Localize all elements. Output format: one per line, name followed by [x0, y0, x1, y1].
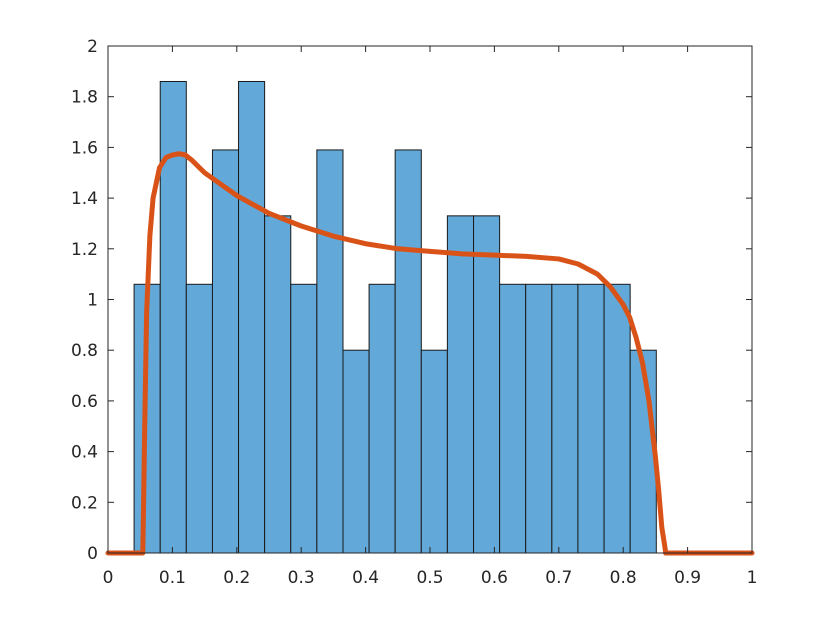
y-axis-tick-labels: 0 0.2 0.4 0.6 0.8 1 1.2 1.4 1.6 1.8 2	[71, 37, 98, 564]
x-tick-label: 0.9	[674, 568, 701, 588]
y-tick-label: 0.8	[71, 341, 98, 361]
x-tick-label: 0.6	[481, 568, 508, 588]
x-tick-label: 0	[103, 568, 114, 588]
histogram-bar	[238, 80, 266, 554]
x-tick-label: 0.7	[545, 568, 572, 588]
x-tick-label: 0.2	[223, 568, 250, 588]
histogram-bar	[577, 283, 605, 554]
histogram-bar	[342, 349, 370, 554]
x-axis-tick-labels: 0 0.1 0.2 0.3 0.4 0.5 0.6 0.7 0.8 0.9 1	[103, 568, 758, 588]
histogram-bar	[316, 149, 344, 554]
histogram-bar	[211, 149, 240, 554]
histogram-bar	[446, 215, 475, 554]
x-tick-label: 0.3	[288, 568, 315, 588]
x-tick-label: 0.4	[352, 568, 379, 588]
y-tick-label: 1	[87, 291, 98, 311]
y-tick-label: 0	[87, 544, 98, 564]
histogram-bar	[264, 215, 292, 554]
x-tick-label: 0.8	[610, 568, 637, 588]
y-tick-label: 0.2	[71, 493, 98, 513]
histogram-bar	[185, 283, 213, 554]
histogram-bar	[629, 349, 657, 554]
histogram-bar	[603, 283, 631, 554]
y-tick-label: 0.4	[71, 443, 98, 463]
histogram-bar	[368, 283, 396, 554]
axis-ticks	[107, 45, 753, 554]
histogram-bar	[290, 283, 318, 554]
y-tick-label: 1.2	[71, 240, 98, 260]
x-tick-label: 0.5	[416, 568, 443, 588]
y-tick-label: 0.6	[71, 392, 98, 412]
histogram-bar	[394, 149, 422, 554]
density-curve	[105, 151, 755, 556]
y-tick-label: 2	[87, 37, 98, 57]
x-tick-label: 0.1	[159, 568, 186, 588]
x-tick-label: 1	[747, 568, 758, 588]
histogram-bar	[473, 215, 501, 554]
y-tick-label: 1.6	[71, 138, 98, 158]
y-tick-label: 1.8	[71, 88, 98, 108]
histogram-bar	[420, 349, 448, 554]
histogram-bar	[499, 283, 527, 554]
histogram-bars	[133, 80, 657, 554]
y-tick-label: 1.4	[71, 189, 98, 209]
histogram-bar	[551, 283, 579, 554]
histogram-bar	[525, 283, 553, 554]
